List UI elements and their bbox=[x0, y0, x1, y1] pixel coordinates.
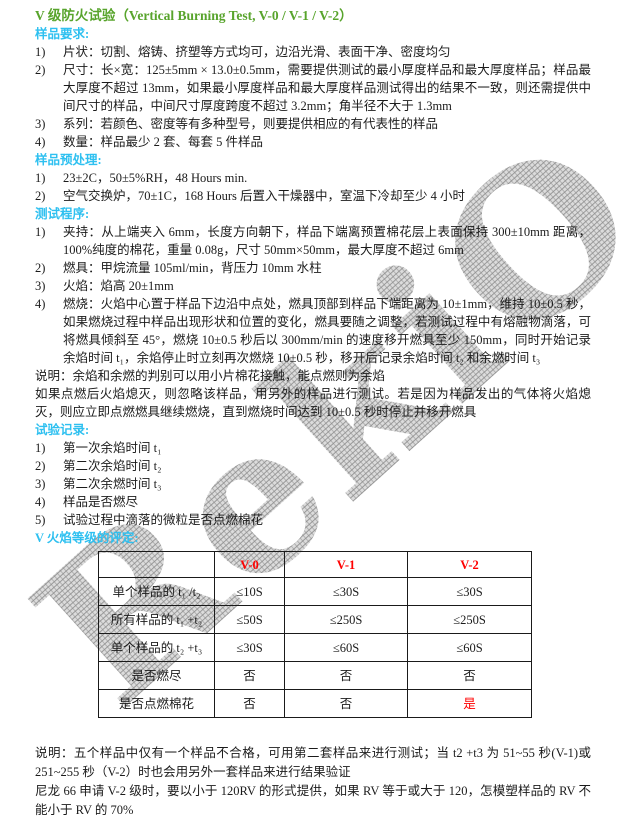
table-header-row: V-0 V-1 V-2 bbox=[98, 551, 532, 578]
cell-v2: 是 bbox=[407, 689, 532, 718]
list-item: 3) 火焰：焰高 20±1mm bbox=[35, 277, 591, 295]
item-text: 第二次余燃时间 t₃ bbox=[63, 477, 162, 491]
section-heading-requirements: 样品要求: bbox=[35, 27, 90, 41]
page-title: V 级防火试验（Vertical Burning Test, V-0 / V-1… bbox=[35, 8, 353, 23]
table-row: 单个样品的 t₂ +t₃ ≤30S ≤60S ≤60S bbox=[98, 633, 532, 662]
item-text: 片状：切割、熔铸、挤塑等方式均可，边沿光滑、表面干净、密度均匀 bbox=[63, 45, 451, 59]
cell-v2: 否 bbox=[407, 661, 532, 690]
list-item: 1) 23±2C，50±5%RH，48 Hours min. bbox=[35, 169, 591, 187]
table-row: 是否燃尽 否 否 否 bbox=[98, 661, 532, 690]
row-label: 是否燃尽 bbox=[98, 661, 215, 690]
table-header-v1: V-1 bbox=[284, 551, 408, 578]
cell-v0: ≤10S bbox=[214, 577, 285, 606]
item-number: 4) bbox=[35, 297, 46, 311]
item-number: 2) bbox=[35, 459, 46, 473]
cell-v2: ≤250S bbox=[407, 605, 532, 634]
row-label: 所有样品的 t₁ +t₂ bbox=[98, 605, 215, 634]
list-item: 3) 第二次余燃时间 t₃ bbox=[35, 475, 591, 493]
item-text: 火焰：焰高 20±1mm bbox=[63, 279, 174, 293]
list-item: 3) 系列：若颜色、密度等有多种型号，则要提供相应的有代表性的样品 bbox=[35, 115, 591, 133]
item-number: 3) bbox=[35, 279, 46, 293]
list-item: 1) 片状：切割、熔铸、挤塑等方式均可，边沿光滑、表面干净、密度均匀 bbox=[35, 43, 591, 61]
procedure-note-2: 如果点燃后火焰熄灭，则忽略该样品，用另外的样品进行测试。若是因为样品发出的气体将… bbox=[35, 387, 591, 419]
section-heading-procedure: 测试程序: bbox=[35, 207, 90, 221]
table-row: 单个样品的 t₁ /t₂ ≤10S ≤30S ≤30S bbox=[98, 577, 532, 606]
item-number: 4) bbox=[35, 495, 46, 509]
rating-table: V-0 V-1 V-2 单个样品的 t₁ /t₂ ≤10S ≤30S ≤30S … bbox=[98, 551, 532, 718]
table-corner-cell bbox=[98, 551, 215, 578]
cell-v1: ≤250S bbox=[284, 605, 408, 634]
item-text: 23±2C，50±5%RH，48 Hours min. bbox=[63, 171, 248, 185]
footnotes: 说明：五个样品中仅有一个样品不合格，可用第二套样品来进行测试；当 t2 +t3 … bbox=[35, 744, 591, 820]
list-item: 2) 燃具：甲烷流量 105ml/min，背压力 10mm 水柱 bbox=[35, 259, 591, 277]
item-number: 3) bbox=[35, 117, 46, 131]
table-header-v2: V-2 bbox=[407, 551, 532, 578]
item-text: 夹持：从上端夹入 6mm，长度方向朝下，样品下端离预置棉花层上表面保持 300±… bbox=[63, 225, 591, 257]
item-number: 2) bbox=[35, 189, 46, 203]
row-label: 单个样品的 t₁ /t₂ bbox=[98, 577, 215, 606]
item-text: 燃具：甲烷流量 105ml/min，背压力 10mm 水柱 bbox=[63, 261, 322, 275]
list-item: 1) 第一次余焰时间 t₁ bbox=[35, 439, 591, 457]
item-number: 2) bbox=[35, 261, 46, 275]
table-row: 是否点燃棉花 否 否 是 bbox=[98, 689, 532, 718]
item-text: 尺寸：长×宽：125±5mm × 13.0±0.5mm，需要提供测试的最小厚度样… bbox=[63, 63, 591, 113]
list-item: 4) 燃烧：火焰中心置于样品下边沿中点处，燃具顶部到样品下端距离为 10±1mm… bbox=[35, 295, 591, 367]
footnote-retest: 说明：五个样品中仅有一个样品不合格，可用第二套样品来进行测试；当 t2 +t3 … bbox=[35, 746, 591, 779]
list-item: 5) 试验过程中滴落的微粒是否点燃棉花 bbox=[35, 511, 591, 529]
cell-v2: ≤30S bbox=[407, 577, 532, 606]
item-number: 1) bbox=[35, 171, 46, 185]
section-heading-pretreatment: 样品预处理: bbox=[35, 153, 102, 167]
cell-v0: 否 bbox=[214, 661, 285, 690]
section-heading-rating: V 火焰等级的评定: bbox=[35, 531, 139, 545]
item-text: 第一次余焰时间 t₁ bbox=[63, 441, 162, 455]
cell-v0: 否 bbox=[214, 689, 285, 718]
cell-v2: ≤60S bbox=[407, 633, 532, 662]
row-label: 是否点燃棉花 bbox=[98, 689, 215, 718]
item-text: 系列：若颜色、密度等有多种型号，则要提供相应的有代表性的样品 bbox=[63, 117, 439, 131]
item-text: 试验过程中滴落的微粒是否点燃棉花 bbox=[63, 513, 264, 527]
section-heading-records: 试验记录: bbox=[35, 423, 90, 437]
item-text: 燃烧：火焰中心置于样品下边沿中点处，燃具顶部到样品下端距离为 10±1mm，维持… bbox=[63, 297, 591, 365]
cell-v1: ≤60S bbox=[284, 633, 408, 662]
list-item: 1) 夹持：从上端夹入 6mm，长度方向朝下，样品下端离预置棉花层上表面保持 3… bbox=[35, 223, 591, 259]
cell-v0: ≤50S bbox=[214, 605, 285, 634]
item-number: 3) bbox=[35, 477, 46, 491]
cell-v0: ≤30S bbox=[214, 633, 285, 662]
list-item: 2) 尺寸：长×宽：125±5mm × 13.0±0.5mm，需要提供测试的最小… bbox=[35, 61, 591, 115]
item-number: 1) bbox=[35, 225, 46, 239]
item-text: 第二次余焰时间 t₂ bbox=[63, 459, 162, 473]
item-text: 样品是否燃尽 bbox=[63, 495, 139, 509]
list-item: 4) 数量：样品最少 2 套、每套 5 件样品 bbox=[35, 133, 591, 151]
list-item: 2) 空气交换炉，70±1C，168 Hours 后置入干燥器中，室温下冷却至少… bbox=[35, 187, 591, 205]
item-number: 1) bbox=[35, 441, 46, 455]
table-row: 所有样品的 t₁ +t₂ ≤50S ≤250S ≤250S bbox=[98, 605, 532, 634]
item-number: 5) bbox=[35, 513, 46, 527]
row-label: 单个样品的 t₂ +t₃ bbox=[98, 633, 215, 662]
cell-v1: 否 bbox=[284, 689, 408, 718]
footnote-nylon66: 尼龙 66 申请 V-2 级时，要以小于 120RV 的形式提供，如果 RV 等… bbox=[35, 784, 591, 817]
cell-v1: ≤30S bbox=[284, 577, 408, 606]
list-item: 2) 第二次余焰时间 t₂ bbox=[35, 457, 591, 475]
item-number: 4) bbox=[35, 135, 46, 149]
item-text: 空气交换炉，70±1C，168 Hours 后置入干燥器中，室温下冷却至少 4 … bbox=[63, 189, 466, 203]
rating-table-wrapper: V-0 V-1 V-2 单个样品的 t₁ /t₂ ≤10S ≤30S ≤30S … bbox=[98, 551, 591, 718]
procedure-note-1: 说明：余焰和余燃的判别可以用小片棉花接触，能点燃则为余焰 bbox=[35, 369, 386, 383]
cell-v1: 否 bbox=[284, 661, 408, 690]
list-item: 4) 样品是否燃尽 bbox=[35, 493, 591, 511]
item-number: 1) bbox=[35, 45, 46, 59]
item-number: 2) bbox=[35, 63, 46, 77]
table-header-v0: V-0 bbox=[214, 551, 285, 578]
item-text: 数量：样品最少 2 套、每套 5 件样品 bbox=[63, 135, 264, 149]
